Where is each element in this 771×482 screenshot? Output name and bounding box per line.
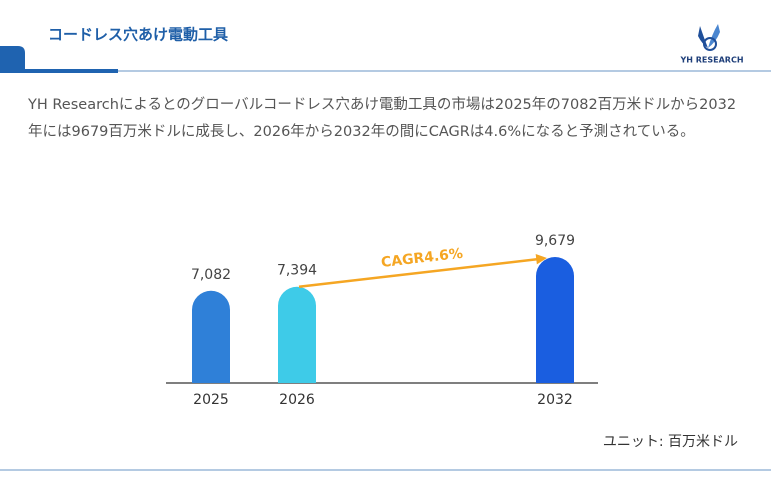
unit-note: ユニット: 百万米ドル bbox=[603, 434, 738, 450]
data-label: 9,679 bbox=[535, 233, 575, 249]
x-tick-label: 2026 bbox=[279, 392, 315, 408]
data-label: 7,082 bbox=[191, 267, 231, 283]
cagr-arrow bbox=[298, 257, 540, 288]
logo-mark bbox=[703, 37, 717, 51]
logo-mark bbox=[708, 24, 720, 48]
description: YH Researchによるとのグローバルコードレス穴あけ電動工具の市場は202… bbox=[28, 97, 737, 140]
bar bbox=[192, 290, 230, 383]
logo-text: YH RESEARCH bbox=[679, 56, 743, 65]
header-tab bbox=[0, 46, 25, 70]
header-title: コードレス穴あけ電動工具 bbox=[48, 26, 228, 44]
x-tick-label: 2025 bbox=[193, 392, 229, 408]
cagr-label: CAGR4.6% bbox=[380, 246, 464, 271]
data-label: 7,394 bbox=[277, 263, 317, 279]
bar bbox=[278, 286, 316, 383]
cagr-arrowhead bbox=[535, 254, 547, 265]
logo-mark bbox=[698, 26, 708, 48]
x-tick-label: 2032 bbox=[537, 392, 573, 408]
logo: YH RESEARCH bbox=[679, 24, 744, 65]
bar bbox=[536, 257, 574, 383]
